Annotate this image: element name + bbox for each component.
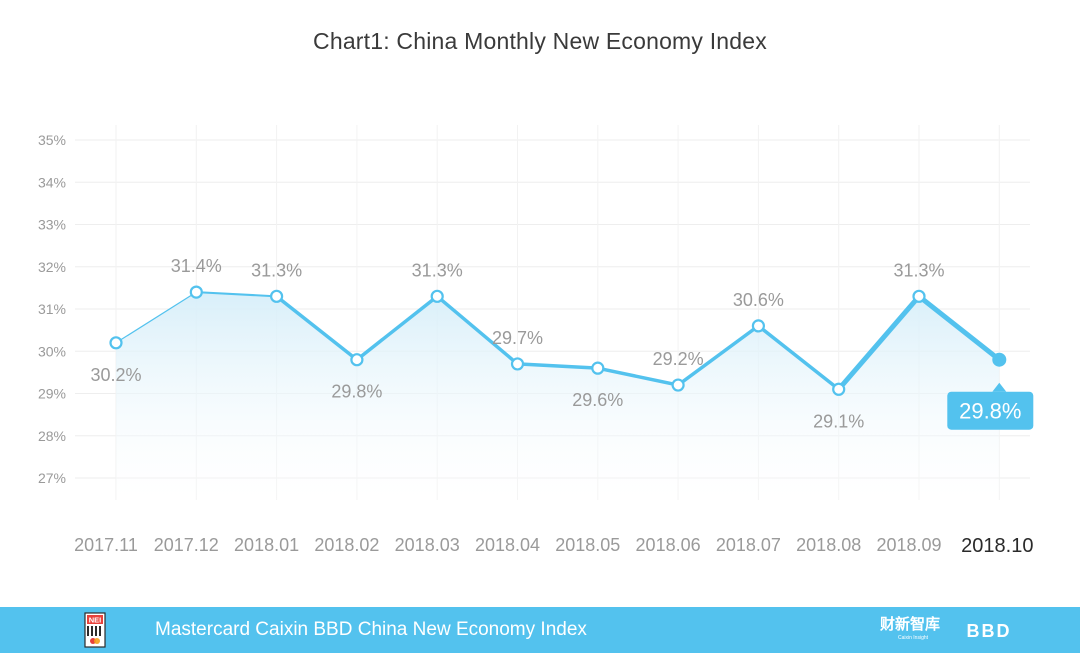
series-line-segment (676, 324, 761, 387)
x-tick-label: 2017.11 (74, 535, 138, 555)
data-label: 29.7% (492, 328, 543, 348)
data-label: 29.1% (813, 411, 864, 431)
data-point (671, 378, 685, 392)
data-label: 31.3% (251, 260, 302, 280)
x-tick-label: 2018.02 (314, 535, 379, 555)
series-line-segment (274, 294, 359, 362)
footer-bar: NEI Mastercard Caixin BBD China New Econ… (0, 607, 1080, 653)
data-label: 29.2% (653, 349, 704, 369)
data-point (270, 289, 284, 303)
x-tick-label: 2018.01 (234, 535, 299, 555)
data-label: 31.3% (412, 260, 463, 280)
data-label: 30.6% (733, 290, 784, 310)
y-tick-label: 32% (38, 259, 66, 275)
caixin-logo: 财新智库 (880, 616, 941, 633)
area-fill (116, 292, 1000, 500)
series-line-segment (515, 362, 600, 370)
y-tick-label: 28% (38, 428, 66, 444)
x-tick-label: 2018.07 (716, 535, 781, 555)
series-line-segment (916, 293, 1002, 363)
series-line-segment (355, 294, 439, 362)
series-line-segment (756, 324, 841, 392)
data-label: 30.2% (90, 365, 141, 385)
axis-layer: 27% 28% 29% 30% 31% 32% 33% 34% 35% 2017.11 2017.1… (38, 132, 1033, 557)
data-label-highlight: 29.8% (959, 399, 1021, 424)
y-tick-label: 35% (38, 132, 66, 148)
y-tick-label: 27% (38, 470, 66, 486)
bbd-logo-text: BBD (967, 621, 1012, 639)
footer-title: Mastercard Caixin BBD China New Economy … (155, 619, 587, 640)
line-chart: 30.2% 31.4% 31.3% 29.8% 31.3% 29.7% 29.6% 29.2%… (38, 125, 1034, 557)
x-tick-label: 2018.05 (555, 535, 620, 555)
data-point (912, 289, 926, 303)
data-point (751, 319, 766, 333)
data-point (189, 285, 203, 299)
y-tick-label: 34% (38, 174, 66, 190)
data-label: 29.6% (572, 390, 623, 410)
x-tick-label: 2018.09 (876, 535, 941, 555)
highlight-label-box (947, 391, 1034, 430)
data-point (591, 361, 605, 375)
y-tick-label: 33% (38, 217, 66, 233)
x-tick-label: 2018.06 (636, 535, 701, 555)
series-line-segment (115, 291, 197, 344)
series-line-segment (435, 294, 520, 366)
nei-logo-text: NEI (89, 616, 102, 625)
data-label: 29.8% (331, 382, 382, 402)
bbd-logo: BBD (967, 621, 1012, 639)
series-line-segment (596, 366, 680, 387)
caixin-logo-subtext: Caixin Insight (898, 635, 929, 641)
x-tick-label: 2018.10 (961, 535, 1033, 557)
y-tick-label: 31% (38, 301, 66, 317)
x-tick-label: 2017.12 (154, 535, 219, 555)
data-point (992, 352, 1007, 367)
y-tick-label: 30% (38, 343, 66, 359)
line-layer (115, 291, 1002, 392)
data-label: 31.4% (171, 256, 222, 276)
chart-title: Chart1: China Monthly New Economy Index (313, 28, 767, 54)
series-line-segment (195, 291, 278, 298)
y-tick-label: 29% (38, 386, 66, 402)
highlight-label-pointer (992, 382, 1007, 392)
series-line-segment (836, 293, 922, 392)
data-point (430, 289, 444, 303)
area-layer (116, 292, 1000, 500)
data-point (350, 353, 364, 367)
label-layer: 30.2% 31.4% 31.3% 29.8% 31.3% 29.7% 29.6% 29.2%… (90, 256, 1034, 431)
x-tick-label: 2018.03 (395, 535, 460, 555)
point-layer (109, 285, 1007, 396)
nei-logo-icon: NEI (84, 612, 106, 648)
x-tick-label: 2018.04 (475, 535, 540, 555)
data-point (109, 336, 123, 350)
x-tick-label: 2018.08 (796, 535, 861, 555)
data-point (832, 382, 846, 396)
data-label: 31.3% (893, 260, 944, 280)
data-point (510, 357, 525, 371)
